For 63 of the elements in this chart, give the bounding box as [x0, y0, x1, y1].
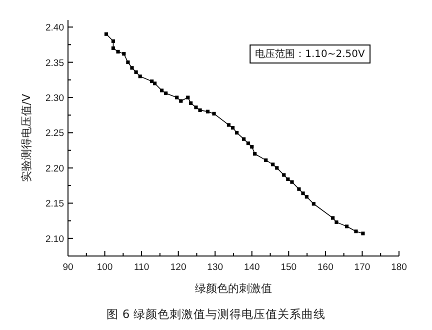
point: [331, 216, 335, 220]
point: [290, 180, 294, 184]
point: [130, 66, 134, 70]
point: [206, 110, 210, 114]
y-tick-label: 2.30: [46, 92, 64, 104]
point: [164, 91, 168, 96]
x-tick-label: 110: [134, 262, 150, 273]
x-tick-label: 160: [318, 262, 334, 273]
point: [264, 158, 268, 162]
y-axis-title: 实验测得电压值/V: [20, 93, 33, 182]
annotation: 电压范围：1.10~2.50V: [255, 48, 366, 60]
x-tick-label: 180: [391, 262, 407, 273]
point: [354, 230, 358, 234]
point: [271, 162, 275, 166]
x-tick-label: 90: [62, 262, 74, 273]
point: [138, 74, 142, 78]
point: [152, 82, 157, 86]
point: [312, 202, 316, 206]
point: [282, 173, 286, 177]
point: [186, 96, 190, 100]
x-tick-label: 100: [96, 262, 113, 273]
x-tick-label: 150: [280, 262, 297, 273]
point: [250, 145, 254, 149]
point: [301, 192, 305, 196]
point: [334, 220, 338, 224]
point: [361, 232, 365, 236]
point: [286, 177, 290, 182]
point: [175, 96, 179, 100]
y-tick-label: 2.40: [46, 22, 64, 34]
y-tick-label: 2.20: [46, 163, 64, 174]
x-tick-label: 170: [354, 262, 370, 273]
point: [235, 130, 239, 135]
caption: 图 6 绿颜色刺激值与测得电压值关系曲线: [106, 307, 326, 321]
point: [230, 126, 235, 130]
point: [253, 152, 257, 156]
x-tick-label: 120: [170, 262, 186, 273]
point: [104, 32, 108, 36]
point: [134, 70, 138, 74]
x-tick-label: 130: [207, 262, 224, 273]
point: [212, 112, 216, 116]
point: [275, 166, 279, 170]
y-tick-label: 2.35: [46, 58, 64, 69]
point: [304, 195, 308, 199]
x-tick-label: 140: [244, 262, 260, 273]
y-tick-label: 2.25: [46, 128, 64, 140]
point: [198, 108, 202, 112]
point: [116, 50, 120, 54]
point: [226, 123, 231, 127]
point: [246, 141, 250, 146]
point: [242, 137, 246, 141]
point: [297, 187, 301, 191]
point: [344, 224, 349, 228]
point: [122, 52, 126, 56]
point: [189, 101, 193, 105]
point: [126, 60, 130, 64]
point: [194, 106, 198, 110]
y-tick-label: 2.15: [46, 198, 64, 210]
point: [179, 99, 183, 103]
point: [111, 39, 116, 43]
point: [111, 46, 116, 50]
point: [160, 88, 164, 92]
x-axis-title: 绿颜色的刺激值: [195, 282, 272, 295]
y-tick-label: 2.10: [46, 234, 64, 245]
